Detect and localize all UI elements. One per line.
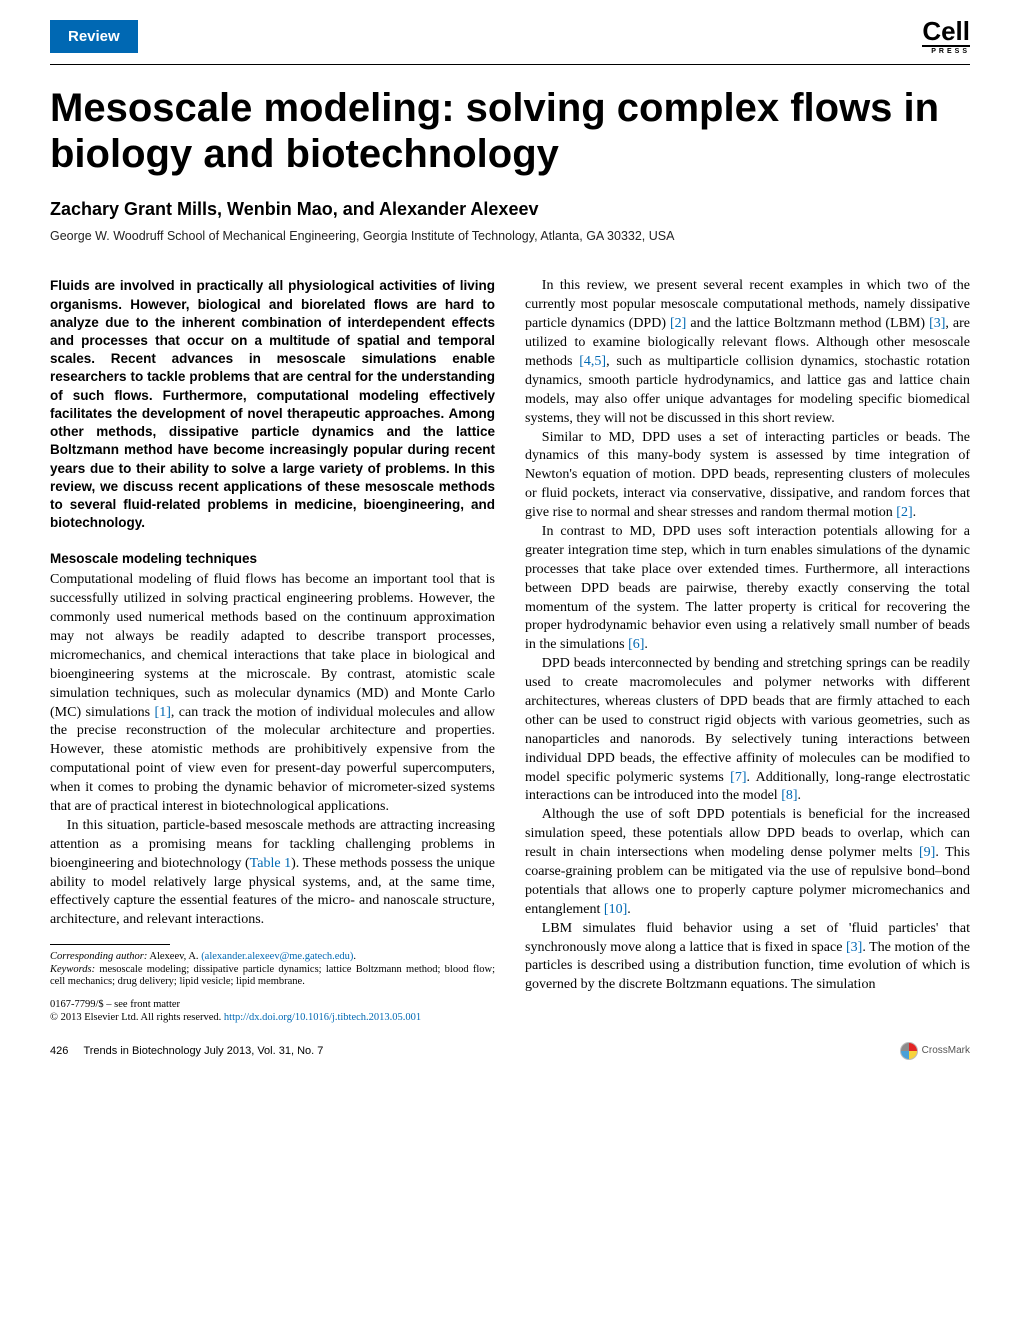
author-line: Zachary Grant Mills, Wenbin Mao, and Ale… [0,197,1020,228]
corr-name: Alexeev, A. [147,951,201,962]
body-text: In contrast to MD, DPD uses soft interac… [525,524,970,652]
corr-label: Corresponding author: [50,951,147,962]
body-paragraph: In this situation, particle-based mesosc… [50,817,495,930]
review-badge: Review [50,20,138,53]
body-paragraph: DPD beads interconnected by bending and … [525,655,970,806]
body-paragraph: In contrast to MD, DPD uses soft interac… [525,523,970,655]
corresponding-author-footnote: Corresponding author: Alexeev, A. (alexa… [50,951,495,964]
citation-link[interactable]: [8] [781,788,797,803]
table-link[interactable]: Table 1 [250,856,291,871]
keywords-footnote: Keywords: mesoscale modeling; dissipativ… [50,964,495,989]
affiliation-line: George W. Woodruff School of Mechanical … [0,228,1020,266]
kw-label: Keywords: [50,964,95,975]
cell-press-name: Cell [922,16,970,46]
citation-link[interactable]: [9] [919,845,935,860]
body-text: . [644,637,648,652]
body-paragraph: Similar to MD, DPD uses a set of interac… [525,429,970,523]
body-paragraph: Computational modeling of fluid flows ha… [50,571,495,817]
corr-dot: . [353,951,356,962]
body-paragraph: Although the use of soft DPD potentials … [525,806,970,919]
cell-press-logo: Cell PRESS [922,20,970,56]
kw-text: mesoscale modeling; dissipative particle… [50,964,495,988]
citation-link[interactable]: [3] [846,940,862,955]
two-column-body: Fluids are involved in practically all p… [0,265,1020,1024]
top-separator [50,64,970,65]
issn-footnote: 0167-7799/$ – see front matter [50,999,495,1012]
left-column: Fluids are involved in practically all p… [50,277,495,1024]
body-text: Computational modeling of fluid flows ha… [50,572,495,719]
citation-link[interactable]: [2] [670,316,686,331]
journal-info: Trends in Biotechnology July 2013, Vol. … [83,1045,323,1057]
crossmark-label: CrossMark [922,1044,970,1058]
citation-link[interactable]: [10] [604,902,627,917]
body-text: and the lattice Boltzmann method (LBM) [686,316,929,331]
body-text: . [627,902,631,917]
body-paragraph: In this review, we present several recen… [525,277,970,428]
footnote-separator [50,944,170,945]
body-text: , can track the motion of individual mol… [50,705,495,814]
body-text: . [798,788,802,803]
doi-link[interactable]: http://dx.doi.org/10.1016/j.tibtech.2013… [224,1012,421,1023]
copyright-text: © 2013 Elsevier Ltd. All rights reserved… [50,1012,224,1023]
crossmark-icon [900,1042,918,1060]
corr-email-link[interactable]: (alexander.alexeev@me.gatech.edu) [201,951,353,962]
section-heading: Mesoscale modeling techniques [50,550,495,569]
body-paragraph: LBM simulates fluid behavior using a set… [525,920,970,996]
citation-link[interactable]: [3] [929,316,945,331]
crossmark-badge[interactable]: CrossMark [900,1042,970,1060]
copyright-footnote: © 2013 Elsevier Ltd. All rights reserved… [50,1012,495,1025]
footer-left: 426 Trends in Biotechnology July 2013, V… [50,1044,323,1059]
citation-link[interactable]: [1] [155,705,171,720]
citation-link[interactable]: [2] [896,505,912,520]
top-bar: Review Cell PRESS [0,0,1020,64]
body-text: . [913,505,917,520]
article-title: Mesoscale modeling: solving complex flow… [0,75,1020,197]
body-text: Although the use of soft DPD potentials … [525,807,970,860]
citation-link[interactable]: [6] [628,637,644,652]
citation-link[interactable]: [7] [730,770,746,785]
right-column: In this review, we present several recen… [525,277,970,1024]
citation-link[interactable]: [4,5] [579,354,606,369]
page-number: 426 [50,1045,68,1057]
cell-press-sub: PRESS [922,45,970,55]
abstract-text: Fluids are involved in practically all p… [50,277,495,532]
body-text: DPD beads interconnected by bending and … [525,656,970,784]
page-footer: 426 Trends in Biotechnology July 2013, V… [0,1024,1020,1074]
